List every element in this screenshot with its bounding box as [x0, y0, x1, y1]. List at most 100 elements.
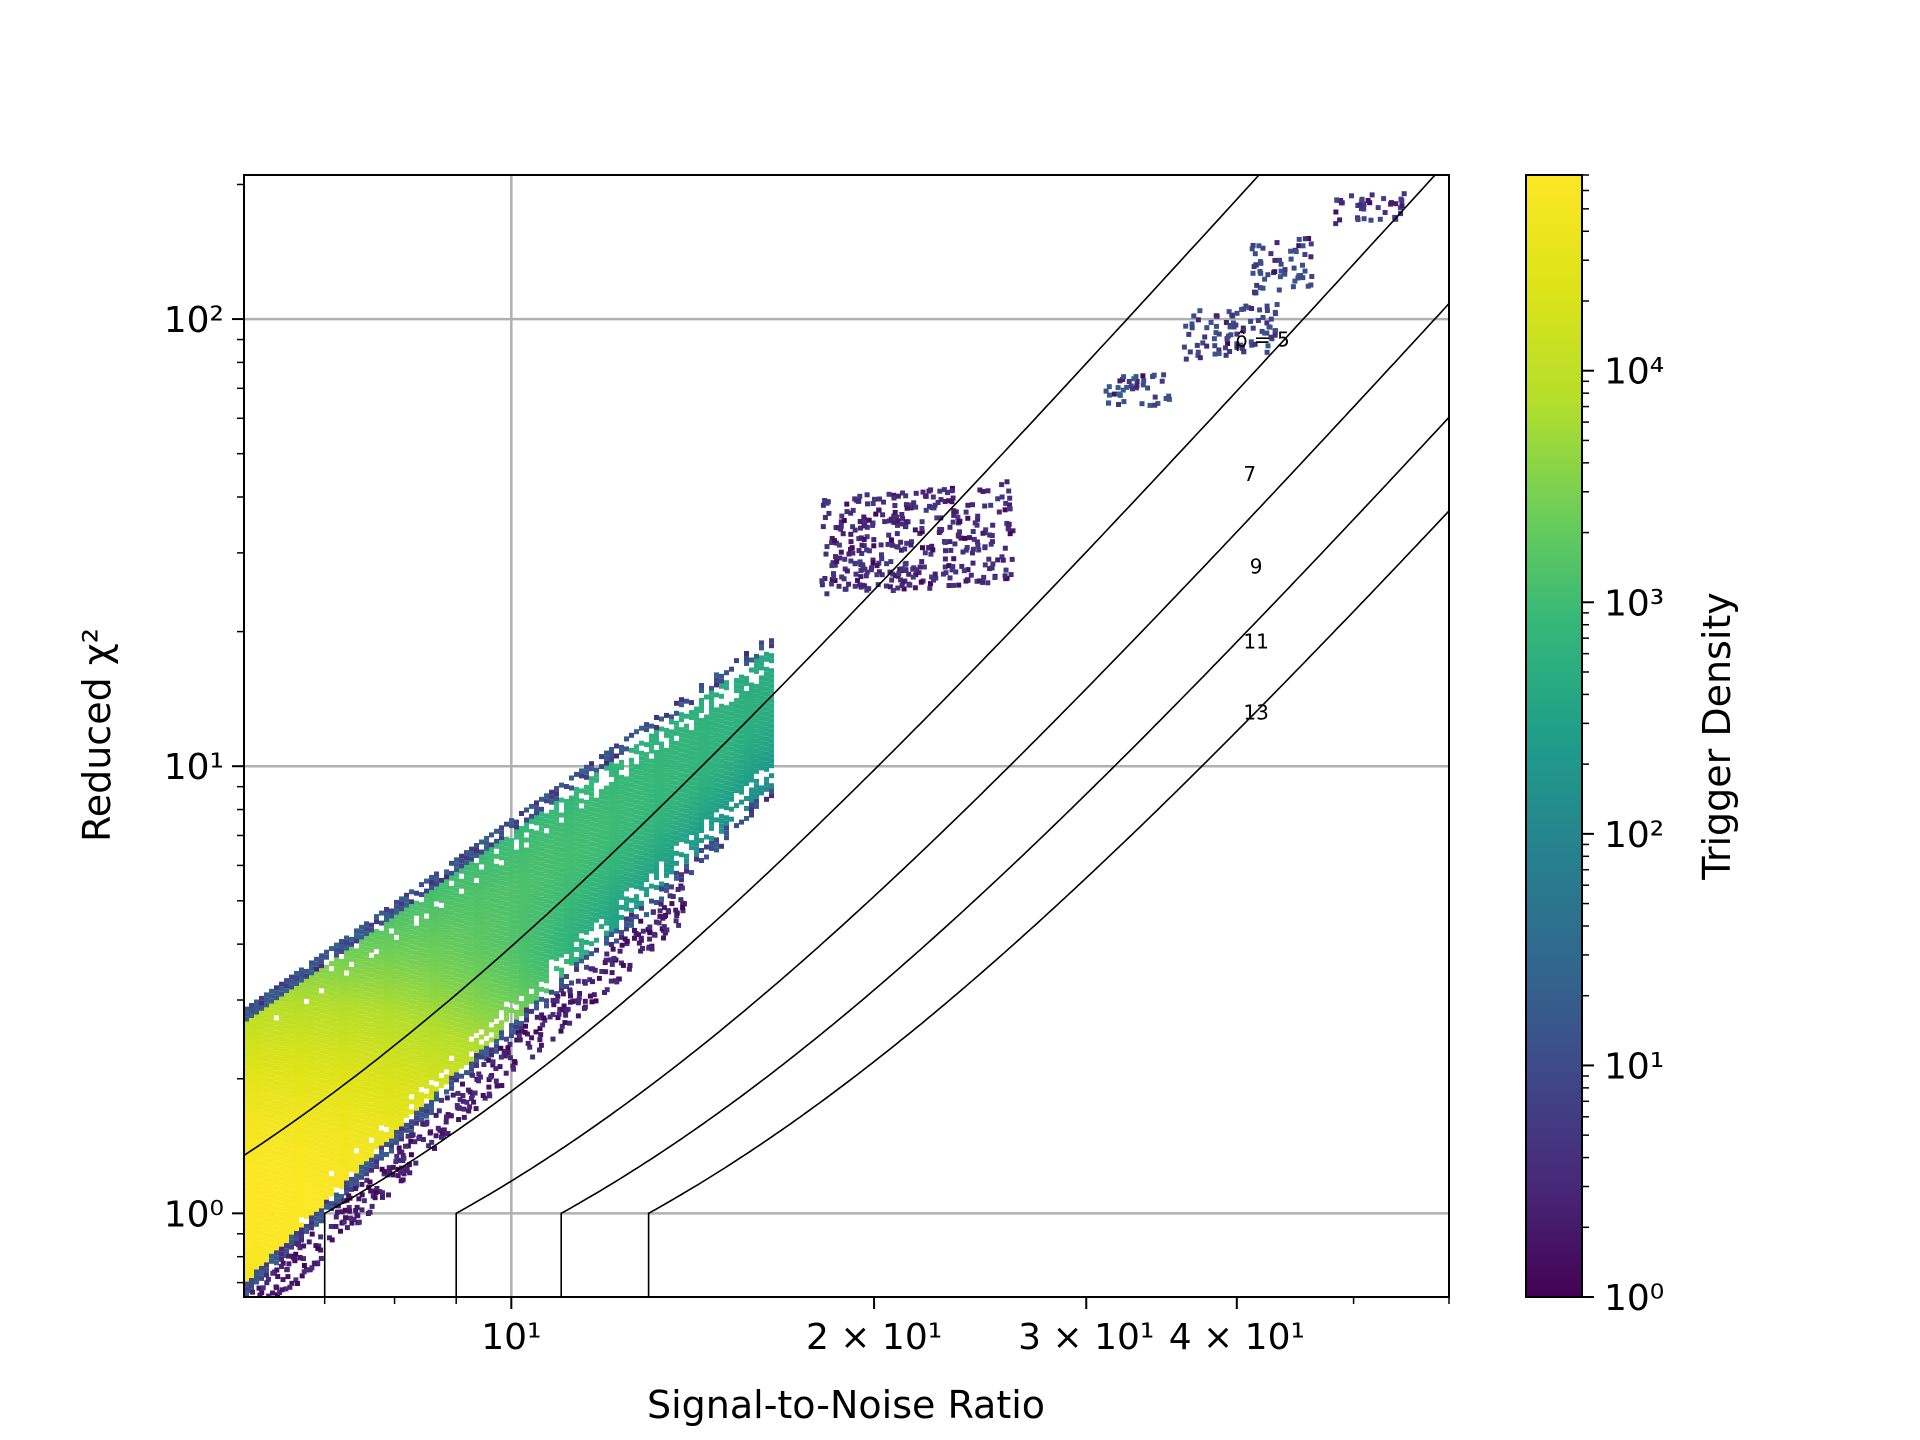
density-cell — [614, 823, 619, 829]
density-cell — [374, 1089, 379, 1095]
density-cell — [414, 960, 419, 966]
density-cell — [584, 849, 589, 855]
density-cell — [509, 878, 514, 884]
density-cell — [264, 1272, 269, 1278]
density-cell — [719, 778, 724, 784]
density-cell-sparse — [395, 1173, 401, 1179]
density-cell-cluster — [844, 509, 850, 515]
density-cell — [494, 938, 499, 944]
density-cell — [499, 895, 504, 901]
density-cell — [754, 703, 759, 709]
density-cell — [264, 1217, 269, 1223]
density-cell — [444, 974, 449, 980]
density-cell — [329, 1201, 334, 1207]
density-cell — [704, 779, 709, 785]
density-cell — [274, 1180, 279, 1186]
density-cell — [354, 1068, 359, 1074]
density-cell — [569, 840, 574, 846]
density-cell — [369, 1132, 374, 1138]
density-cell-cluster — [928, 581, 933, 587]
density-cell — [324, 1019, 329, 1025]
density-cell — [499, 930, 504, 936]
density-cell — [759, 790, 764, 796]
density-cell-sparse — [498, 1054, 504, 1060]
density-cell-sparse — [265, 1276, 271, 1282]
density-cell — [514, 864, 519, 870]
density-cell — [554, 801, 559, 807]
density-cell-cluster — [864, 547, 870, 553]
density-cell-cluster — [946, 563, 952, 569]
density-cell-cluster — [1006, 521, 1012, 527]
density-cell — [539, 806, 544, 812]
density-cell — [474, 1053, 479, 1058]
density-cell — [349, 1116, 354, 1122]
density-cell — [284, 1088, 289, 1094]
density-cell — [264, 1127, 269, 1133]
density-cell — [759, 755, 764, 761]
density-cell — [419, 907, 424, 913]
density-cell-cluster — [897, 521, 903, 527]
density-cell — [289, 1129, 294, 1135]
density-cell — [494, 838, 499, 844]
density-cell — [524, 1012, 529, 1018]
density-cell — [319, 1038, 324, 1044]
density-cell — [249, 1253, 254, 1258]
density-cell-cluster — [932, 571, 938, 577]
density-cell — [699, 758, 704, 763]
density-cell — [319, 963, 324, 969]
density-cell — [504, 861, 509, 867]
density-cell — [459, 883, 464, 889]
density-cell — [559, 887, 564, 893]
density-cell — [624, 776, 629, 782]
density-cell — [639, 870, 644, 876]
density-cell — [714, 782, 719, 788]
density-cell — [349, 1056, 354, 1062]
density-cell — [644, 802, 649, 808]
density-cell-sparse — [486, 1057, 492, 1063]
density-cell — [379, 965, 384, 971]
density-cell — [404, 927, 409, 933]
density-cell — [304, 1103, 309, 1109]
density-cell-sparse — [424, 1119, 430, 1125]
density-cell — [429, 915, 434, 920]
density-cell — [354, 983, 359, 989]
density-cell — [279, 1061, 284, 1067]
density-cell — [544, 988, 549, 994]
density-cell — [449, 930, 454, 936]
density-cell — [569, 895, 574, 901]
density-cell — [769, 783, 774, 789]
density-cell — [764, 686, 769, 692]
density-cell — [284, 983, 289, 989]
density-cell — [654, 725, 659, 730]
density-cell — [499, 855, 504, 861]
density-cell — [449, 870, 454, 876]
density-cell — [479, 939, 484, 945]
density-cell-cluster — [927, 585, 933, 591]
density-cell — [444, 984, 449, 990]
density-cell — [684, 863, 689, 869]
density-cell — [554, 926, 559, 932]
density-cell — [539, 886, 544, 892]
density-cell — [349, 1071, 354, 1077]
density-cell — [254, 1064, 259, 1070]
density-cell — [389, 1108, 394, 1114]
density-cell-cluster — [870, 520, 876, 526]
density-cell — [404, 1007, 409, 1013]
density-cell — [269, 1178, 274, 1184]
density-cell — [244, 1276, 249, 1282]
density-cell — [514, 869, 519, 875]
density-cell — [284, 1008, 289, 1014]
density-cell-sparse — [413, 1160, 419, 1166]
density-cell — [249, 1198, 254, 1203]
density-cell — [334, 1102, 339, 1108]
density-cell — [589, 906, 594, 912]
density-cell — [249, 1188, 254, 1193]
density-cell — [739, 789, 744, 795]
density-cell — [379, 970, 384, 976]
density-cell — [634, 764, 639, 770]
density-cell-cluster — [936, 530, 942, 535]
density-cell — [374, 969, 379, 975]
density-cell — [639, 760, 644, 766]
density-cell — [629, 777, 634, 783]
density-cell — [409, 899, 414, 905]
